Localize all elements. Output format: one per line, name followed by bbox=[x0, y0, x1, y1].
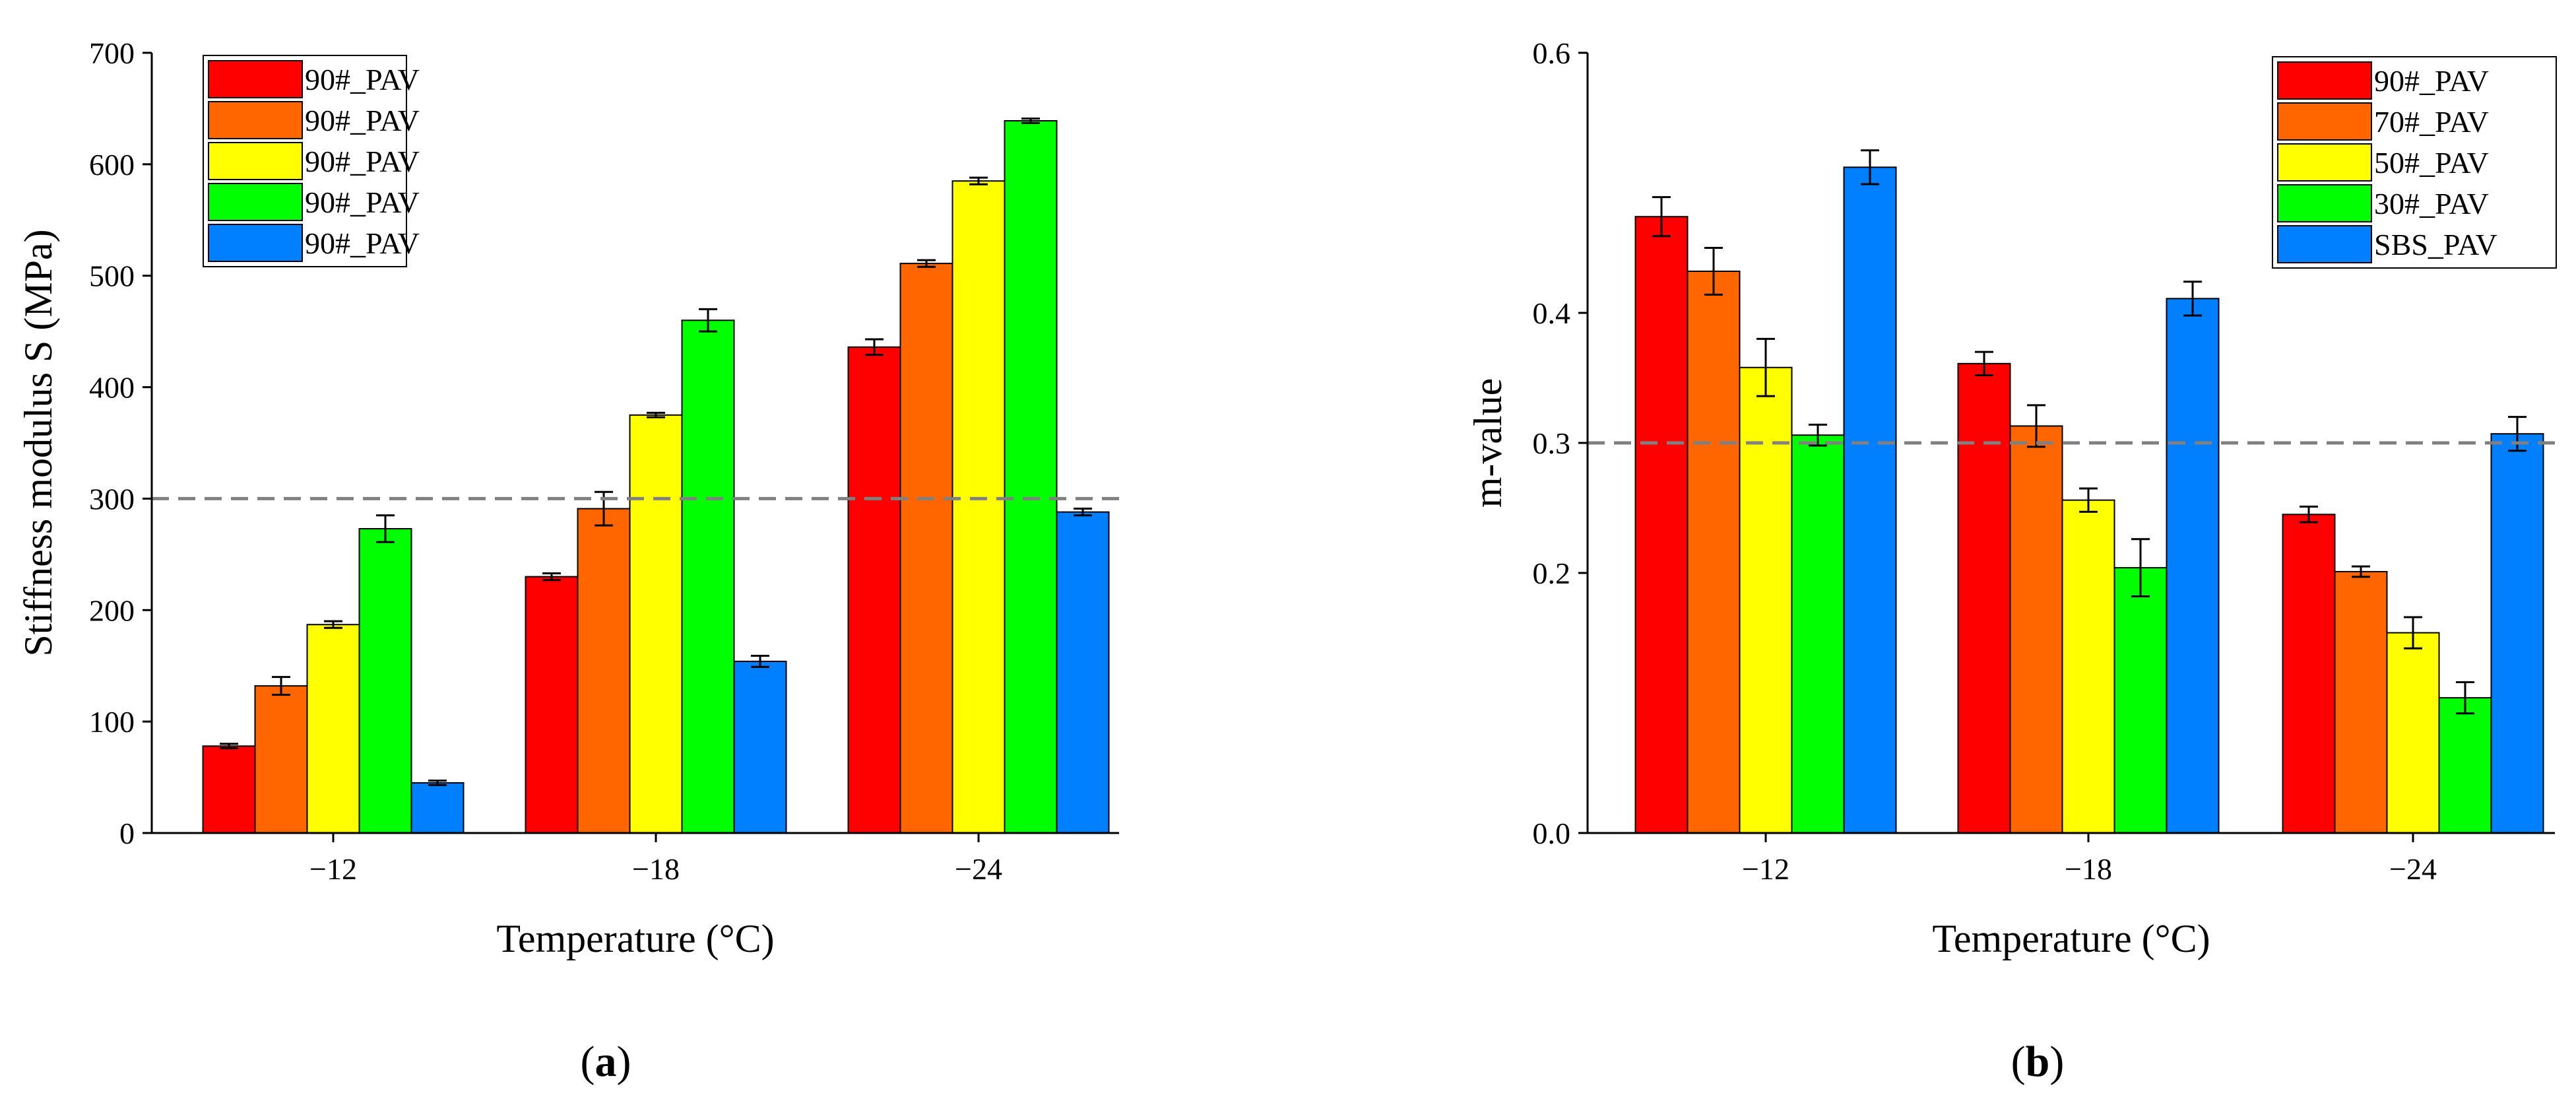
panel-b-caption: (b) bbox=[2011, 1038, 2065, 1086]
bar-a-s4-c0 bbox=[410, 782, 465, 834]
bar-a-s1-c1 bbox=[577, 508, 631, 834]
bar-b-s0-c2 bbox=[2282, 514, 2336, 834]
bar-b-s4-c1 bbox=[2166, 298, 2220, 834]
legend-swatch-b-1 bbox=[2277, 102, 2372, 141]
y-tick-label-a-1: 100 bbox=[89, 705, 135, 739]
x-tick-label-a-0: −12 bbox=[309, 852, 357, 886]
m-value-axes: 0.0 0.2 0.3 0.4 0.6 −12 −18 −24 bbox=[1533, 36, 2555, 886]
bar-a-s4-c1 bbox=[733, 660, 787, 834]
bar-b-s4-c2 bbox=[2490, 433, 2544, 834]
panel-a-caption-close: ) bbox=[617, 1038, 631, 1086]
x-tick-label-b-2: −24 bbox=[2389, 852, 2437, 886]
legend-swatch-a-2 bbox=[208, 142, 303, 180]
bar-b-s2-c0 bbox=[1739, 366, 1793, 834]
bar-a-s1-c2 bbox=[899, 263, 953, 834]
bar-a-s3-c2 bbox=[1004, 120, 1058, 834]
m-value-x-axis-title: Temperature (°C) bbox=[1932, 917, 2210, 960]
legend-swatch-b-2 bbox=[2277, 143, 2372, 182]
bar-a-s2-c2 bbox=[951, 180, 1006, 834]
bar-a-s3-c1 bbox=[681, 319, 735, 834]
legend-label-a-3: 90#_PAV bbox=[305, 185, 420, 219]
legend-label-b-3: 30#_PAV bbox=[2374, 187, 2489, 220]
panel-a-caption: (a) bbox=[581, 1038, 631, 1086]
panel-b-caption-open: ( bbox=[2011, 1038, 2026, 1086]
stiffness-axes: 0 100 200 300 400 500 600 700 −12 −18 −24 bbox=[89, 36, 1119, 886]
bar-b-s2-c2 bbox=[2386, 632, 2440, 834]
bar-b-s2-c1 bbox=[2061, 499, 2115, 834]
bar-b-s1-c0 bbox=[1687, 270, 1741, 834]
legend-swatch-b-3 bbox=[2277, 184, 2372, 222]
bar-a-s2-c1 bbox=[629, 414, 683, 834]
x-tick-label-a-1: −18 bbox=[632, 852, 680, 886]
y-tick-label-b-3: 0.4 bbox=[1533, 296, 1571, 330]
legend-swatch-a-3 bbox=[208, 183, 303, 221]
panel-b-caption-close: ) bbox=[2049, 1038, 2064, 1086]
legend-swatch-a-0 bbox=[208, 60, 303, 98]
legend-label-b-2: 50#_PAV bbox=[2374, 146, 2489, 180]
bar-b-s3-c0 bbox=[1791, 434, 1845, 834]
y-tick-label-b-0: 0.0 bbox=[1533, 817, 1571, 850]
bar-b-s4-c0 bbox=[1843, 166, 1897, 834]
legend-swatch-b-0 bbox=[2277, 61, 2372, 100]
legend-label-a-1: 90#_PAV bbox=[305, 104, 420, 137]
legend-label-b-0: 90#_PAV bbox=[2374, 64, 2489, 98]
bar-b-s0-c0 bbox=[1634, 216, 1689, 834]
stiffness-x-axis-title: Temperature (°C) bbox=[496, 917, 774, 960]
legend-label-a-0: 90#_PAV bbox=[305, 63, 420, 96]
y-tick-label-a-2: 200 bbox=[89, 593, 135, 627]
m-value-bars bbox=[1634, 166, 2544, 834]
legend-label-a-4: 90#_PAV bbox=[305, 226, 420, 260]
bar-a-s0-c0 bbox=[202, 745, 256, 834]
x-tick-label-b-0: −12 bbox=[1742, 852, 1789, 886]
m-value-error-bars bbox=[1652, 149, 2527, 715]
stiffness-y-axis-title: Stiffness modulus S (MPa) bbox=[16, 229, 60, 656]
y-tick-label-a-3: 300 bbox=[89, 482, 135, 516]
y-tick-label-a-4: 400 bbox=[89, 371, 135, 405]
bar-b-s1-c1 bbox=[2009, 425, 2063, 834]
legend-swatch-b-4 bbox=[2277, 225, 2372, 263]
legend-label-b-4: SBS_PAV bbox=[2374, 228, 2497, 261]
bar-a-s4-c2 bbox=[1056, 511, 1110, 834]
bar-a-s1-c0 bbox=[254, 685, 308, 834]
y-tick-label-b-1: 0.2 bbox=[1533, 556, 1571, 590]
stiffness-error-bars bbox=[220, 117, 1092, 786]
y-tick-label-a-0: 0 bbox=[119, 817, 135, 850]
x-tick-label-b-1: −18 bbox=[2065, 852, 2112, 886]
y-tick-label-a-7: 700 bbox=[89, 36, 135, 70]
stiffness-bars bbox=[202, 120, 1110, 834]
bar-a-s2-c0 bbox=[306, 624, 360, 834]
stiffness-legend: 90#_PAV 90#_PAV 90#_PAV 90#_PAV 90#_PAV bbox=[203, 55, 420, 267]
m-value-y-axis-title: m-value bbox=[1466, 378, 1510, 508]
bar-b-s3-c1 bbox=[2113, 567, 2168, 834]
bar-a-s3-c0 bbox=[358, 528, 412, 834]
y-tick-label-a-5: 500 bbox=[89, 259, 135, 293]
panel-a-caption-open: ( bbox=[581, 1038, 595, 1086]
y-tick-label-b-4: 0.6 bbox=[1533, 36, 1571, 70]
bar-b-s0-c1 bbox=[1957, 362, 2011, 834]
panel-b-caption-letter: b bbox=[2026, 1038, 2050, 1086]
panel-a-caption-letter: a bbox=[595, 1038, 617, 1086]
legend-swatch-a-1 bbox=[208, 101, 303, 139]
m-value-legend: 90#_PAV 70#_PAV 50#_PAV 30#_PAV SBS_PAV bbox=[2272, 56, 2557, 269]
m-value-chart-panel: 0.0 0.2 0.3 0.4 0.6 −12 −18 −24 90#_PAV 70#_PAV 5… bbox=[1466, 36, 2557, 1086]
y-tick-label-b-2: 0.3 bbox=[1533, 426, 1571, 460]
bar-a-s0-c2 bbox=[847, 346, 901, 834]
bar-b-s3-c2 bbox=[2438, 697, 2492, 834]
legend-label-b-1: 70#_PAV bbox=[2374, 105, 2489, 139]
bar-b-s1-c2 bbox=[2334, 571, 2388, 834]
legend-label-a-2: 90#_PAV bbox=[305, 145, 420, 178]
y-tick-label-a-6: 600 bbox=[89, 148, 135, 182]
bar-a-s0-c1 bbox=[525, 576, 579, 834]
legend-swatch-a-4 bbox=[208, 224, 303, 262]
x-tick-label-a-2: −24 bbox=[955, 852, 1002, 886]
